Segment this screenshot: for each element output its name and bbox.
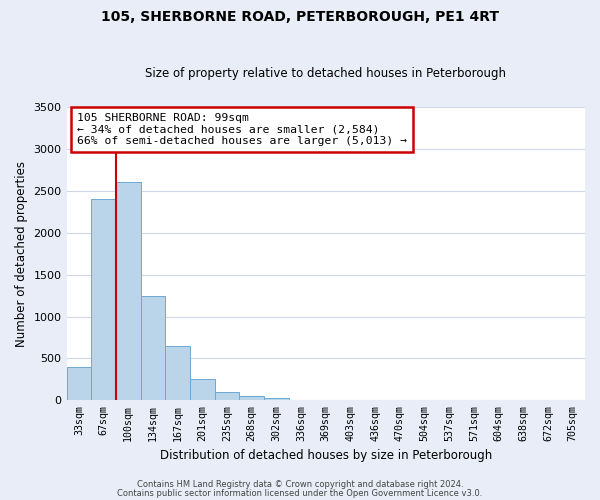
Text: 105, SHERBORNE ROAD, PETERBOROUGH, PE1 4RT: 105, SHERBORNE ROAD, PETERBOROUGH, PE1 4…: [101, 10, 499, 24]
Text: Contains public sector information licensed under the Open Government Licence v3: Contains public sector information licen…: [118, 488, 482, 498]
Bar: [215, 392, 239, 400]
Text: 105 SHERBORNE ROAD: 99sqm
← 34% of detached houses are smaller (2,584)
66% of se: 105 SHERBORNE ROAD: 99sqm ← 34% of detac…: [77, 113, 407, 146]
Text: Contains HM Land Registry data © Crown copyright and database right 2024.: Contains HM Land Registry data © Crown c…: [137, 480, 463, 489]
Bar: [190, 378, 215, 400]
Bar: [165, 346, 190, 401]
Bar: [140, 296, 165, 401]
Y-axis label: Number of detached properties: Number of detached properties: [15, 160, 28, 346]
Bar: [116, 182, 140, 400]
X-axis label: Distribution of detached houses by size in Peterborough: Distribution of detached houses by size …: [160, 450, 492, 462]
Bar: [91, 199, 116, 400]
Title: Size of property relative to detached houses in Peterborough: Size of property relative to detached ho…: [145, 66, 506, 80]
Bar: [67, 367, 91, 400]
Bar: [264, 398, 289, 400]
Bar: [239, 396, 264, 400]
